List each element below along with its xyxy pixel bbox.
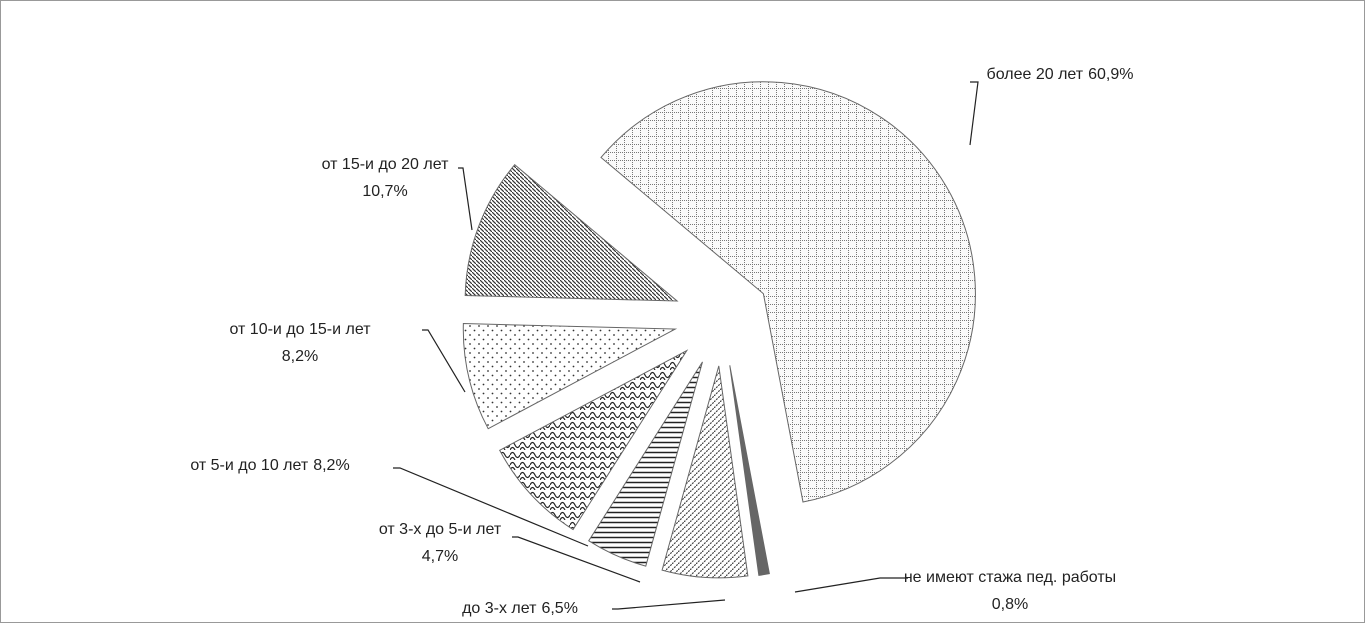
data-label: более 20 лет 60,9% (987, 66, 1134, 83)
leader-line (422, 329, 466, 393)
data-label: не имеют стажа пед. работы 0,8% (904, 569, 1116, 613)
pie-slice (600, 81, 976, 503)
leader-line (612, 599, 726, 610)
value-label: 60,9% (1088, 66, 1133, 83)
pie-slice (729, 365, 770, 576)
leader-line (458, 167, 473, 231)
leader-line (794, 577, 908, 593)
pie-slice (498, 349, 689, 531)
pie-slice (462, 323, 678, 430)
leader-line (512, 536, 641, 583)
pie-slice (661, 365, 749, 579)
value-label: 10,7% (362, 183, 407, 200)
value-label: 8,2% (313, 457, 349, 474)
data-label: от 5-и до 10 лет 8,2% (190, 457, 349, 474)
category-label: не имеют стажа пед. работы (904, 569, 1116, 586)
value-label: 4,7% (422, 548, 458, 565)
category-label: от 10-и до 15-и лет (229, 321, 371, 338)
leader-line (969, 81, 979, 146)
data-label: от 15-и до 20 лет 10,7% (322, 156, 449, 200)
pie-slice (464, 164, 679, 302)
value-label: 0,8% (992, 596, 1028, 613)
category-label: от 15-и до 20 лет (322, 156, 449, 173)
category-label: более 20 лет (987, 66, 1084, 83)
category-label: до 3-х лет (462, 600, 537, 617)
category-label: от 3-х до 5-и лет (379, 521, 502, 538)
value-label: 6,5% (541, 600, 577, 617)
leader-line (393, 467, 589, 547)
data-label: от 3-х до 5-и лет 4,7% (379, 521, 502, 565)
data-label: до 3-х лет 6,5% (462, 600, 578, 617)
pie-slice (588, 361, 703, 567)
value-label: 8,2% (282, 348, 318, 365)
data-label: от 10-и до 15-и лет 8,2% (229, 321, 371, 365)
category-label: от 5-и до 10 лет (190, 457, 309, 474)
